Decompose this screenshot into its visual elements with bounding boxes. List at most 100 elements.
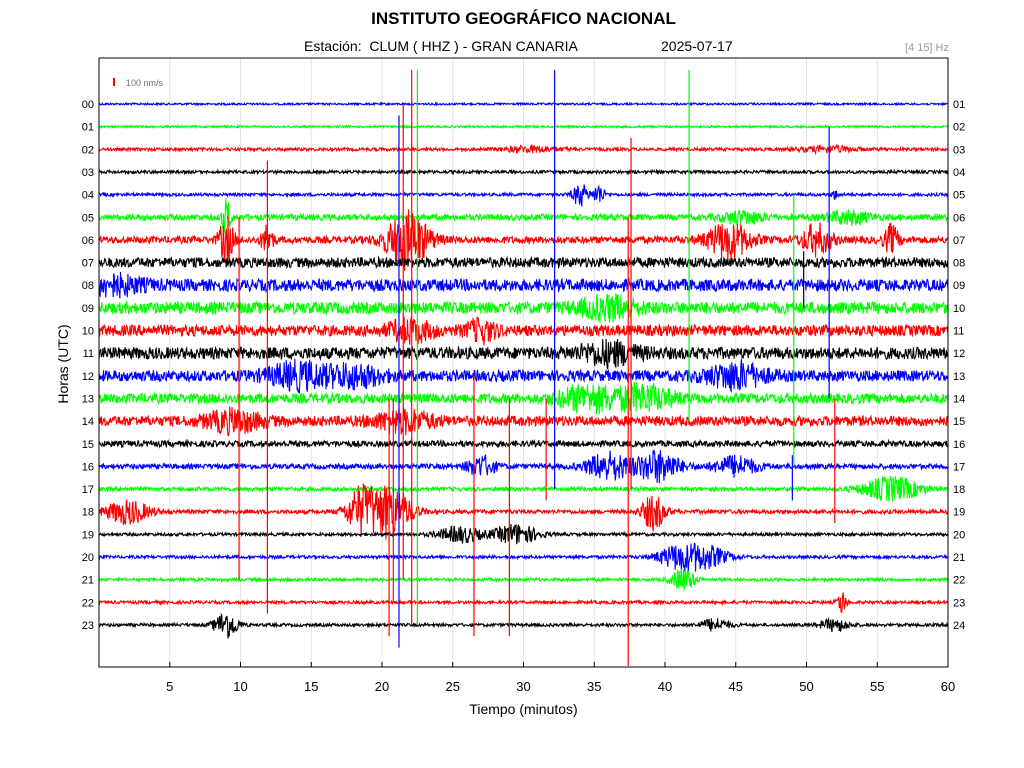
- hour-label-right: 09: [953, 280, 965, 292]
- trace-hour-19: [98, 523, 949, 545]
- trace-hour-13: [98, 381, 949, 415]
- hour-label-right: 03: [953, 144, 965, 156]
- station-info: Estación: CLUM ( HHZ ) - GRAN CANARIA: [304, 38, 578, 54]
- trace-hour-06: [98, 209, 949, 271]
- hour-label-left: 05: [82, 212, 94, 224]
- x-tick-label: 35: [587, 679, 601, 694]
- trace-hour-17: [98, 474, 949, 502]
- trace-hour-20: [98, 542, 949, 573]
- hour-label-left: 22: [82, 597, 94, 609]
- hour-label-right: 12: [953, 348, 965, 360]
- trace-hour-10: [98, 316, 949, 346]
- x-tick-label: 10: [233, 679, 247, 694]
- hour-label-right: 07: [953, 235, 965, 247]
- grid-lines: [169, 58, 878, 667]
- hour-label-left: 06: [82, 235, 94, 247]
- trace-hour-12: [98, 358, 949, 394]
- y-axis-label: Horas (UTC): [55, 324, 71, 404]
- x-axis-label: Tiempo (minutos): [469, 701, 578, 717]
- hour-label-left: 04: [82, 190, 94, 202]
- hour-label-right: 06: [953, 212, 965, 224]
- hour-label-right: 10: [953, 303, 965, 315]
- trace-hour-03: [98, 168, 949, 176]
- seismic-traces: [98, 70, 949, 666]
- hour-label-right: 22: [953, 575, 965, 587]
- hour-label-right: 05: [953, 190, 965, 202]
- trace-hour-00: [98, 101, 949, 107]
- trace-hour-21: [98, 568, 949, 591]
- hour-label-right: 19: [953, 507, 965, 519]
- x-tick-label: 40: [658, 679, 672, 694]
- scale-label: 100 nm/s: [126, 78, 164, 88]
- trace-hour-07: [98, 255, 949, 270]
- hour-label-left: 01: [82, 122, 94, 134]
- hour-label-left: 11: [83, 348, 94, 360]
- trace-hour-01: [98, 123, 949, 130]
- x-tick-label: 50: [799, 679, 813, 694]
- hour-label-right: 14: [953, 393, 965, 405]
- x-axis-ticks: 5 10 15 20 25 30 35 40 45 50 55 60: [166, 662, 955, 694]
- hour-label-left: 08: [82, 280, 94, 292]
- hour-label-right: 24: [953, 620, 965, 632]
- hour-labels-left: 00 01 02 03 04 05 06 07 08 09 10 11 12 13 14 15 16 17 18 19…: [82, 99, 94, 632]
- trace-hour-16: [98, 449, 949, 484]
- hour-label-right: 13: [953, 371, 965, 383]
- x-tick-label: 15: [304, 679, 318, 694]
- trace-hour-05: [98, 198, 949, 234]
- hour-label-left: 23: [82, 620, 94, 632]
- trace-hour-09: [98, 293, 949, 323]
- page-title: INSTITUTO GEOGRÁFICO NACIONAL: [371, 9, 676, 28]
- x-tick-label: 20: [375, 679, 389, 694]
- hour-label-left: 09: [82, 303, 94, 315]
- trace-hour-11: [98, 338, 949, 371]
- date-label: 2025-07-17: [661, 38, 733, 54]
- hour-label-right: 01: [953, 99, 965, 111]
- hour-label-right: 23: [953, 597, 965, 609]
- hour-label-left: 20: [82, 552, 94, 564]
- x-tick-label: 60: [941, 679, 955, 694]
- hour-label-right: 17: [953, 461, 965, 473]
- hour-label-left: 16: [82, 461, 94, 473]
- hour-label-left: 07: [82, 258, 94, 270]
- hour-label-right: 16: [953, 439, 965, 451]
- trace-hour-18: [98, 483, 949, 540]
- station-name: CLUM ( HHZ ) - GRAN CANARIA: [369, 38, 578, 54]
- x-tick-label: 25: [446, 679, 460, 694]
- frequency-band: [4 15] Hz: [904, 42, 949, 54]
- hour-labels-right: 01 02 03 04 05 06 07 08 09 10 11 12 13 14 15 16 17 18 19 20…: [953, 99, 965, 632]
- trace-hour-15: [98, 438, 949, 449]
- hour-label-right: 11: [953, 326, 964, 338]
- hour-label-right: 21: [953, 552, 965, 564]
- trace-hour-23: [98, 613, 949, 639]
- x-tick-label: 55: [870, 679, 884, 694]
- scale-legend: 100 nm/s: [113, 78, 164, 88]
- hour-label-left: 19: [82, 529, 94, 541]
- hour-label-left: 14: [82, 416, 94, 428]
- trace-hour-02: [98, 143, 949, 156]
- trace-hour-22: [98, 592, 949, 614]
- trace-hour-04: [98, 184, 949, 207]
- hour-label-left: 12: [82, 371, 94, 383]
- hour-label-left: 21: [82, 575, 94, 587]
- hour-label-left: 02: [82, 144, 94, 156]
- hour-label-left: 13: [82, 393, 94, 405]
- hour-label-left: 17: [82, 484, 94, 496]
- station-label: Estación:: [304, 38, 362, 54]
- hour-label-right: 20: [953, 529, 965, 541]
- hour-label-right: 02: [953, 122, 965, 134]
- x-tick-label: 30: [516, 679, 530, 694]
- trace-hour-08: [98, 271, 949, 299]
- hour-label-right: 18: [953, 484, 965, 496]
- hour-label-right: 15: [953, 416, 965, 428]
- hour-label-right: 04: [953, 167, 965, 179]
- trace-hour-14: [98, 406, 949, 437]
- x-tick-label: 45: [729, 679, 743, 694]
- hour-label-left: 18: [82, 507, 94, 519]
- hour-label-left: 03: [82, 167, 94, 179]
- hour-label-left: 10: [82, 326, 94, 338]
- x-tick-label: 5: [166, 679, 173, 694]
- hour-label-left: 15: [82, 439, 94, 451]
- hour-label-right: 08: [953, 258, 965, 270]
- hour-label-left: 00: [82, 99, 94, 111]
